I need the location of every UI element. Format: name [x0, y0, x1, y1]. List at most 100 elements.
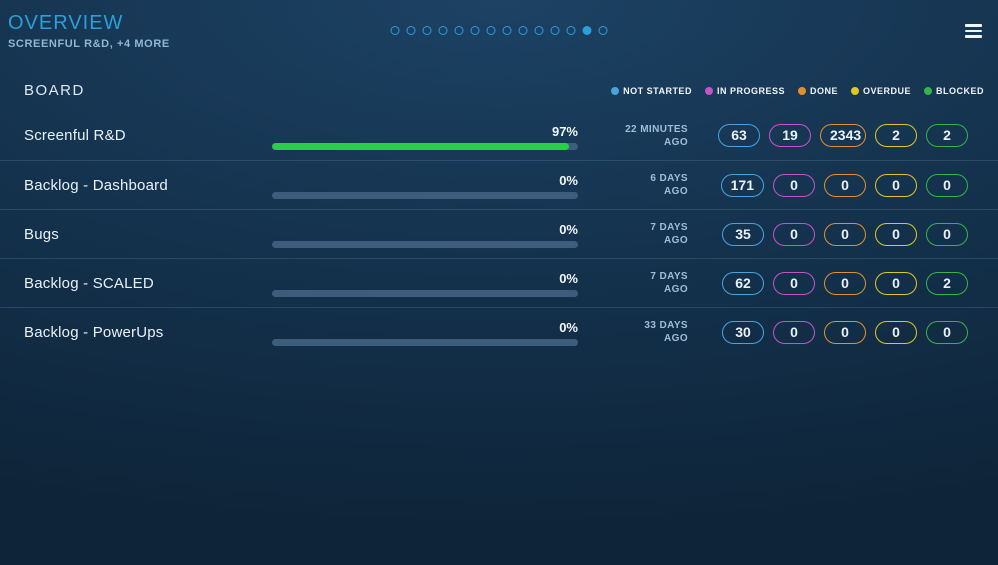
pagination-dots — [390, 26, 608, 35]
count-pill-overdue: 0 — [875, 320, 917, 344]
progress-track — [272, 192, 578, 199]
board-rows: Screenful R&D 97% 22 MINUTES AGO 63 19 234… — [0, 111, 998, 356]
page-dot-icon[interactable] — [390, 26, 400, 35]
progress-cell: 0% — [272, 220, 578, 248]
last-updated: 33 DAYS AGO — [578, 319, 718, 345]
last-updated: 22 MINUTES AGO — [578, 123, 718, 149]
count-pill-blocked: 2 — [926, 271, 968, 295]
board-name: Backlog - PowerUps — [24, 323, 164, 341]
count-pill-not-started: 63 — [718, 124, 760, 147]
legend-done: DONE — [797, 85, 838, 96]
count-pill-blocked: 0 — [926, 173, 968, 197]
board-row[interactable]: Backlog - Dashboard 0% 6 DAYS AGO 171 0 0 0… — [0, 160, 998, 209]
progress-percent: 0% — [559, 271, 578, 286]
page-title: OVERVIEW — [8, 12, 124, 34]
legend-label: IN PROGRESS — [716, 85, 785, 96]
updated-line1: 7 DAYS — [650, 222, 688, 233]
legend-label: NOT STARTED — [623, 85, 692, 96]
legend-dot-icon — [924, 86, 932, 95]
status-badges: 30 0 0 0 0 — [718, 320, 968, 344]
board-name: Bugs — [24, 225, 59, 243]
count-pill-in-progress: 0 — [773, 271, 815, 295]
board-row[interactable]: Bugs 0% 7 DAYS AGO 35 0 0 0 0 — [0, 209, 998, 258]
count-pill-done: 2343 — [820, 124, 866, 147]
legend-label: DONE — [809, 85, 838, 96]
top-bar: OVERVIEW SCREENFUL R&D, +4 MORE — [0, 0, 998, 56]
count-pill-done: 0 — [824, 271, 866, 295]
status-badges: 62 0 0 0 2 — [718, 271, 968, 295]
title-block: OVERVIEW SCREENFUL R&D, +4 MORE — [8, 12, 170, 50]
progress-track — [272, 142, 578, 150]
page-dot-icon[interactable] — [422, 26, 432, 35]
board-row[interactable]: Backlog - PowerUps 0% 33 DAYS AGO 30 0 0 0 0 — [0, 307, 998, 356]
progress-track — [272, 241, 578, 248]
progress-percent: 0% — [559, 222, 578, 237]
count-pill-not-started: 62 — [722, 271, 764, 295]
status-badges: 35 0 0 0 0 — [718, 222, 968, 246]
board-name: Backlog - SCALED — [24, 274, 154, 292]
legend-not-started: NOT STARTED — [611, 86, 692, 96]
progress-cell: 0% — [272, 318, 578, 346]
progress-cell: 0% — [272, 171, 578, 199]
progress-cell: 97% — [272, 122, 578, 150]
legend-in-progress: IN PROGRESS — [704, 85, 785, 96]
page-dot-icon[interactable] — [406, 26, 416, 35]
count-pill-blocked: 2 — [926, 124, 968, 147]
page-dot-icon[interactable] — [534, 26, 544, 35]
count-pill-overdue: 0 — [875, 271, 917, 295]
count-pill-in-progress: 0 — [773, 173, 815, 197]
count-pill-not-started: 171 — [720, 173, 764, 197]
board-name: Screenful R&D — [24, 127, 126, 144]
count-pill-in-progress: 19 — [769, 124, 811, 147]
board-section-title: BOARD — [24, 82, 85, 99]
progress-percent: 0% — [559, 173, 578, 188]
progress-percent: 0% — [559, 320, 578, 335]
last-updated: 6 DAYS AGO — [578, 172, 718, 198]
last-updated: 7 DAYS AGO — [578, 270, 718, 296]
progress-track — [272, 290, 578, 297]
progress-track — [272, 339, 578, 346]
legend-overdue: OVERDUE — [850, 85, 911, 96]
page-dot-icon[interactable] — [438, 26, 448, 35]
page-dot-icon[interactable] — [486, 26, 496, 35]
progress-cell: 0% — [272, 269, 578, 297]
count-pill-overdue: 0 — [875, 173, 917, 197]
updated-line1: 6 DAYS — [650, 173, 688, 184]
count-pill-blocked: 0 — [926, 320, 968, 344]
page-dot-icon[interactable] — [518, 26, 528, 35]
legend-dot-icon — [797, 86, 806, 95]
count-pill-in-progress: 0 — [773, 222, 815, 246]
last-updated: 7 DAYS AGO — [578, 221, 718, 247]
page-dot-icon[interactable] — [502, 26, 512, 35]
legend-blocked: BLOCKED — [924, 86, 984, 96]
updated-line2: AGO — [664, 186, 688, 197]
legend-label: OVERDUE — [862, 85, 911, 96]
page-dot-icon[interactable] — [550, 26, 560, 35]
updated-line2: AGO — [664, 284, 688, 295]
legend-dot-icon — [850, 86, 859, 95]
count-pill-not-started: 30 — [722, 320, 764, 344]
count-pill-done: 0 — [824, 222, 866, 246]
hamburger-menu-icon[interactable] — [963, 22, 984, 40]
legend-dot-icon — [611, 86, 620, 95]
board-row[interactable]: Screenful R&D 97% 22 MINUTES AGO 63 19 234… — [0, 111, 998, 160]
count-pill-not-started: 35 — [722, 222, 764, 246]
count-pill-overdue: 2 — [875, 124, 917, 147]
page-dot-icon[interactable] — [566, 26, 576, 35]
progress-fill — [272, 142, 569, 150]
board-name: Backlog - Dashboard — [24, 176, 168, 194]
page-dot-icon[interactable] — [582, 26, 592, 35]
page-dot-icon[interactable] — [598, 26, 608, 35]
page-dot-icon[interactable] — [470, 26, 480, 35]
board-header: BOARD NOT STARTED IN PROGRESS DONE OVERDUE B… — [0, 56, 998, 111]
status-badges: 171 0 0 0 0 — [718, 173, 968, 197]
updated-line1: 7 DAYS — [650, 271, 688, 282]
legend-dot-icon — [704, 86, 713, 95]
page-dot-icon[interactable] — [454, 26, 464, 35]
count-pill-in-progress: 0 — [773, 320, 815, 344]
board-row[interactable]: Backlog - SCALED 0% 7 DAYS AGO 62 0 0 0 2 — [0, 258, 998, 307]
legend-label: BLOCKED — [936, 85, 984, 96]
updated-line1: 22 MINUTES — [625, 123, 688, 135]
count-pill-blocked: 0 — [926, 222, 968, 246]
count-pill-done: 0 — [824, 320, 866, 344]
